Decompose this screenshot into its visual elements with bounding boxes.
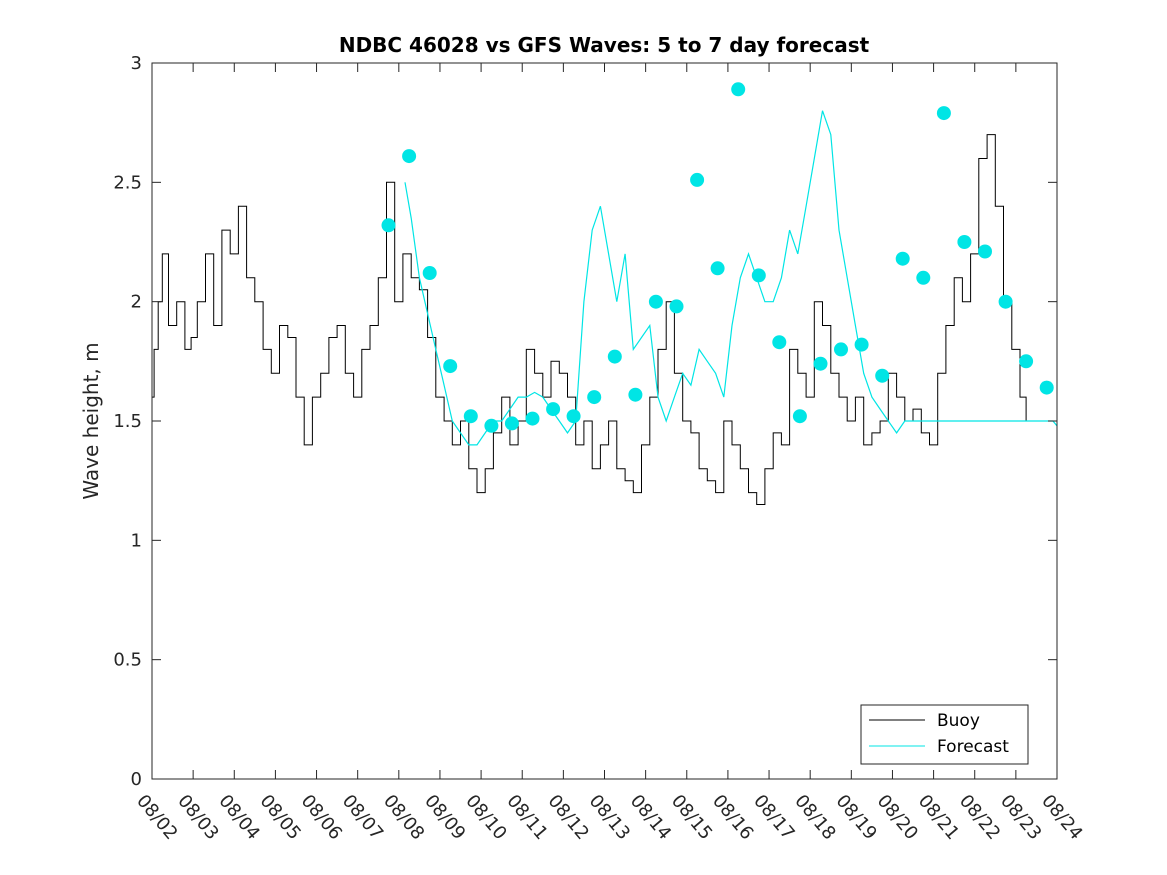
x-tick-label: 08/21 [914,791,963,844]
x-tick-label: 08/11 [502,791,551,844]
forecast-line [404,110,1058,446]
x-tick-label: 08/14 [626,791,675,844]
forecast-marker [936,106,951,121]
forecast-marker [751,268,766,283]
y-tick-label: 2 [131,292,142,313]
forecast-marker [978,244,992,259]
x-tick-label: 08/23 [996,791,1045,844]
x-tick-label: 08/16 [708,791,757,844]
y-tick-label: 0 [131,769,142,790]
forecast-marker [628,387,643,402]
forecast-marker [875,368,890,383]
x-tick-label: 08/18 [790,791,839,844]
forecast-marker [1039,380,1054,395]
forecast-marker [381,218,396,233]
forecast-marker [484,418,499,433]
forecast-marker [710,261,725,276]
forecast-marker [895,251,910,266]
forecast-marker [525,411,540,426]
buoy-line [152,134,1029,505]
x-tick-label: 08/09 [420,791,469,844]
y-tick-label: 1.5 [113,411,142,432]
legend-forecast-label: Forecast [937,737,1009,757]
forecast-marker [854,337,869,352]
x-tick-label: 08/03 [173,791,222,844]
x-tick-label: 08/15 [667,791,716,844]
x-tick-label: 08/10 [461,791,510,844]
forecast-series [404,110,1058,446]
forecast-marker [731,82,746,97]
y-tick-label: 0.5 [113,650,142,671]
x-tick-label: 08/22 [955,791,1004,844]
legend: Buoy Forecast [860,704,1029,765]
y-tick-label: 3 [131,53,142,74]
x-tick-label: 08/04 [214,791,263,844]
forecast-marker [772,335,787,350]
forecast-marker [834,342,848,357]
forecast-marker [792,409,807,424]
x-tick-label: 08/08 [379,791,428,844]
y-axis: 0 0.5 1 1.5 2 2.5 3 [113,53,1057,790]
forecast-markers [381,82,1054,433]
x-tick-label: 08/06 [297,791,346,844]
chart-title: NDBC 46028 vs GFS Waves: 5 to 7 day fore… [339,33,870,57]
x-tick-label: 08/24 [1037,791,1086,844]
x-tick-label: 08/02 [132,791,181,844]
x-tick-label: 08/12 [544,791,593,844]
forecast-marker [607,349,622,364]
forecast-marker [546,402,561,417]
forecast-marker [916,270,931,285]
legend-buoy-label: Buoy [937,711,980,731]
x-tick-label: 08/19 [831,791,880,844]
forecast-marker [957,235,972,249]
forecast-marker [690,172,705,187]
buoy-series [152,134,1029,505]
forecast-marker [998,294,1013,309]
forecast-marker [402,149,417,164]
forecast-marker [669,299,684,314]
x-tick-label: 08/20 [873,791,922,844]
legend-box [860,704,1029,765]
forecast-marker [1019,354,1034,369]
forecast-marker [443,359,458,374]
x-tick-label: 08/05 [256,791,305,844]
forecast-marker [463,409,478,424]
forecast-marker [813,356,828,371]
x-tick-label: 08/17 [749,791,798,844]
forecast-marker [504,416,519,431]
y-tick-label: 1 [131,530,142,551]
forecast-marker [566,409,581,424]
forecast-marker [587,390,602,405]
x-tick-label: 08/07 [338,791,387,844]
forecast-marker [648,294,663,309]
y-axis-label: Wave height, m [79,342,103,499]
y-tick-label: 2.5 [113,172,142,193]
forecast-marker [422,266,437,280]
x-tick-label: 08/13 [585,791,634,844]
